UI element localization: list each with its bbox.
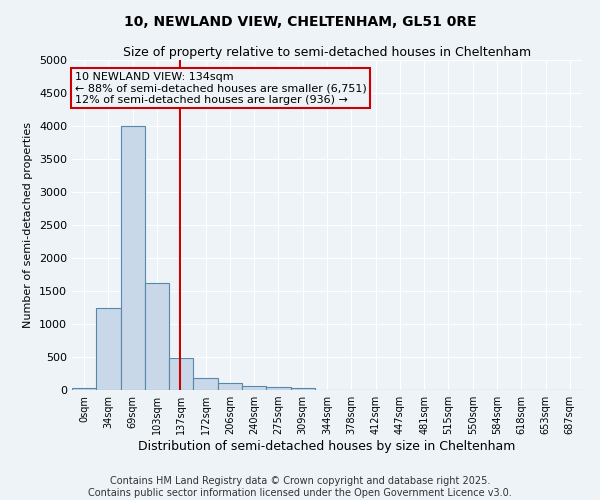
Bar bbox=[169, 358, 193, 390]
Bar bbox=[266, 388, 290, 390]
Bar bbox=[121, 126, 145, 390]
Text: Contains HM Land Registry data © Crown copyright and database right 2025.
Contai: Contains HM Land Registry data © Crown c… bbox=[88, 476, 512, 498]
Title: Size of property relative to semi-detached houses in Cheltenham: Size of property relative to semi-detach… bbox=[123, 46, 531, 59]
Bar bbox=[96, 308, 121, 390]
Bar bbox=[72, 388, 96, 390]
Bar bbox=[145, 283, 169, 390]
Bar bbox=[218, 382, 242, 390]
Text: 10, NEWLAND VIEW, CHELTENHAM, GL51 0RE: 10, NEWLAND VIEW, CHELTENHAM, GL51 0RE bbox=[124, 15, 476, 29]
Text: 10 NEWLAND VIEW: 134sqm
← 88% of semi-detached houses are smaller (6,751)
12% of: 10 NEWLAND VIEW: 134sqm ← 88% of semi-de… bbox=[74, 72, 366, 105]
Bar bbox=[242, 386, 266, 390]
X-axis label: Distribution of semi-detached houses by size in Cheltenham: Distribution of semi-detached houses by … bbox=[139, 440, 515, 453]
Bar bbox=[290, 388, 315, 390]
Y-axis label: Number of semi-detached properties: Number of semi-detached properties bbox=[23, 122, 34, 328]
Bar bbox=[193, 378, 218, 390]
